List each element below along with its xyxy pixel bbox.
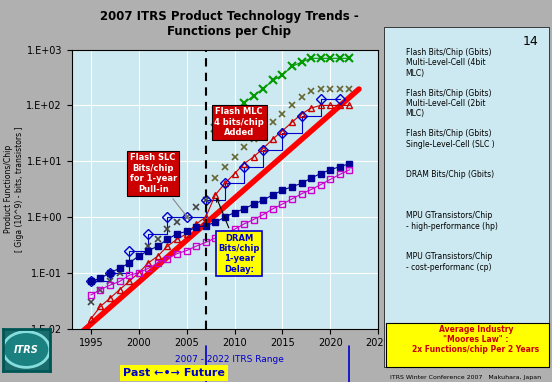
Y-axis label: Product Functions/Chip
[ Giga (10^9) - bits, transistors ]: Product Functions/Chip [ Giga (10^9) - b… [4,126,24,252]
Text: Flash Bits/Chip (Gbits)
Multi-Level-Cell (2bit
MLC): Flash Bits/Chip (Gbits) Multi-Level-Cell… [406,89,491,118]
Text: Flash MLC
4 bits/chip
Added: Flash MLC 4 bits/chip Added [214,107,264,137]
Text: Flash Bits/Chip (Gbits)
Multi-Level-Cell (4bit
MLC): Flash Bits/Chip (Gbits) Multi-Level-Cell… [406,48,491,78]
Text: DRAM Bits/Chip (Gbits): DRAM Bits/Chip (Gbits) [406,170,494,180]
Text: MPU GTransistors/Chip
- high-performance (hp): MPU GTransistors/Chip - high-performance… [406,211,497,231]
Ellipse shape [3,332,50,367]
Text: 14: 14 [522,35,538,48]
Text: Flash SLC
Bits/chip
for 1-year
Pull-in: Flash SLC Bits/chip for 1-year Pull-in [130,154,189,219]
Text: Average Industry
"Moores Law" :
2x Functions/chip Per 2 Years: Average Industry "Moores Law" : 2x Funct… [412,325,539,354]
Text: DRAM
Bits/chip
1-year
Delay:: DRAM Bits/chip 1-year Delay: [216,199,260,274]
Text: ITRS Winter Conference 2007   Makuhara, Japan: ITRS Winter Conference 2007 Makuhara, Ja… [390,375,541,380]
Text: MPU GTransistors/Chip
- cost-performanc (cp): MPU GTransistors/Chip - cost-performanc … [406,252,492,272]
Text: Flash Bits/Chip (Gbits)
Single-Level-Cell (SLC ): Flash Bits/Chip (Gbits) Single-Level-Cel… [406,129,495,149]
Text: 2007 ITRS Product Technology Trends -
Functions per Chip: 2007 ITRS Product Technology Trends - Fu… [100,10,358,37]
Text: ITRS: ITRS [14,345,39,354]
Text: 2007 - 2022 ITRS Range: 2007 - 2022 ITRS Range [174,354,284,364]
Text: Past ←•→ Future: Past ←•→ Future [123,368,225,378]
